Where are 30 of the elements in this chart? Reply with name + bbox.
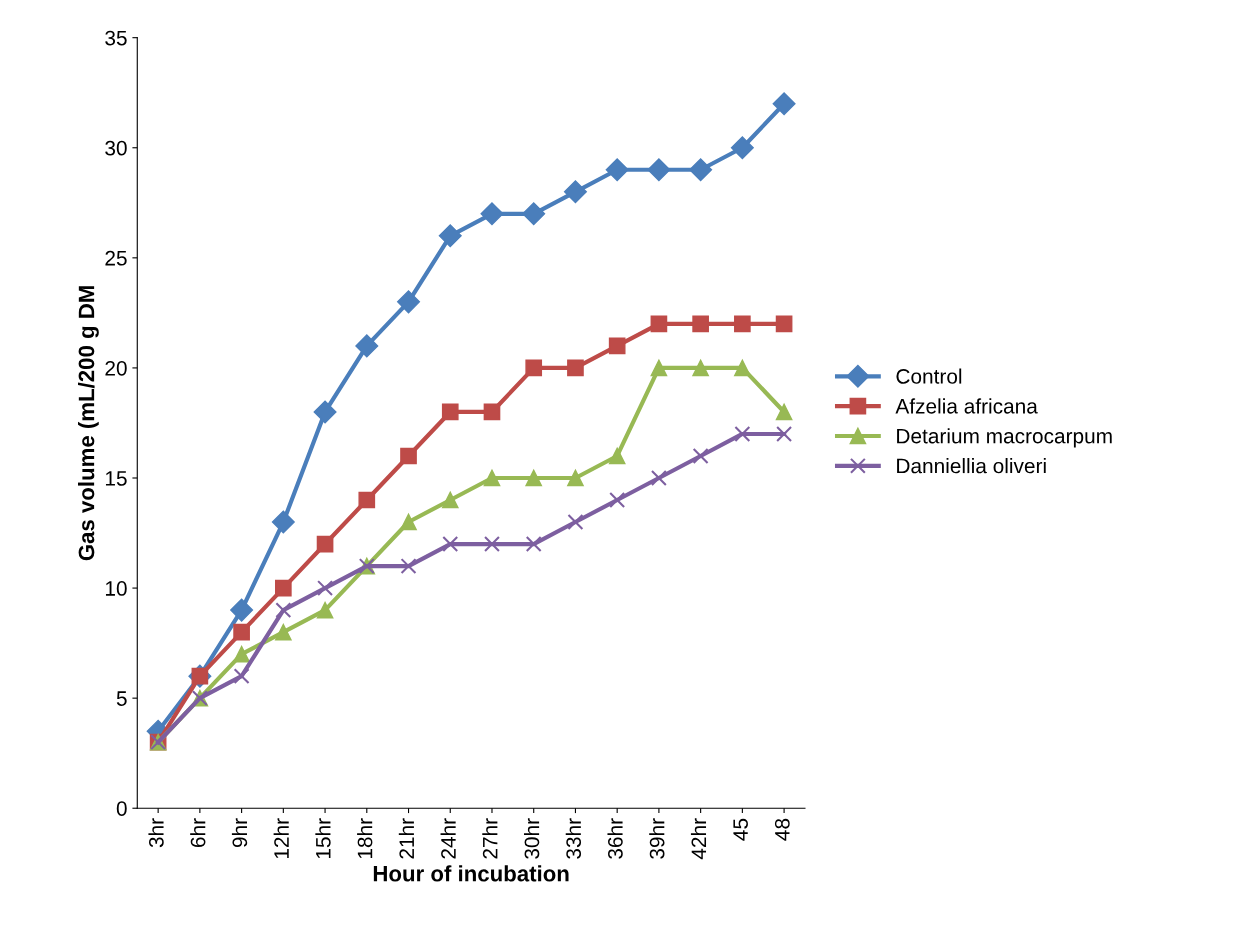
y-tick-label: 30 (105, 140, 127, 156)
x-tick-label: 39hr (649, 818, 665, 859)
y-tick-label: 0 (116, 801, 127, 816)
x-tick-label: 33hr (565, 818, 582, 859)
legend-label: Danniellia oliveri (897, 458, 1046, 474)
x-tick-label: 48 (774, 818, 790, 841)
y-tick-label: 10 (105, 581, 127, 596)
legend-label: Detarium macrocarpum (897, 428, 1112, 448)
x-tick-label: 24hr (440, 818, 456, 859)
x-tick-label: 42hr (690, 818, 707, 860)
x-tick-label: 6hr (190, 818, 206, 848)
y-tick-label: 5 (116, 691, 127, 706)
y-axis-title: Gas volume (mL/200 g DM (78, 286, 99, 561)
x-axis-title: Hour of incubation (373, 865, 569, 882)
x-tick-label: 27hr (482, 818, 498, 859)
x-tick-label: 18hr (357, 818, 373, 859)
x-tick-label: 15hr (315, 818, 331, 859)
legend-label: Control (896, 368, 962, 384)
y-tick-label: 35 (105, 30, 127, 46)
y-tick-label: 20 (105, 360, 127, 376)
legend-label: Afzelia africana (895, 398, 1038, 414)
y-tick-label: 25 (105, 250, 127, 266)
x-tick-label: 36hr (607, 818, 623, 859)
x-tick-label: 3hr (148, 818, 164, 848)
x-tick-label: 30hr (524, 818, 540, 859)
x-tick-label: 9hr (231, 818, 248, 848)
x-tick-label: 12hr (273, 818, 289, 859)
y-tick-label: 15 (105, 471, 127, 486)
x-tick-label: 45 (733, 818, 748, 841)
x-tick-label: 21hr (398, 818, 414, 859)
